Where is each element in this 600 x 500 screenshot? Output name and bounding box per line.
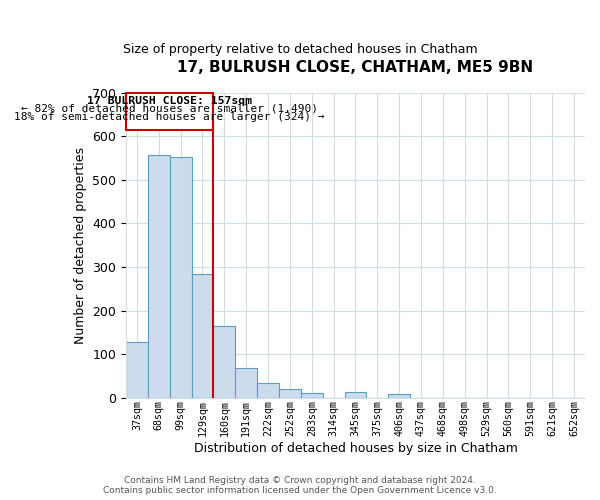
Text: Size of property relative to detached houses in Chatham: Size of property relative to detached ho… [122, 42, 478, 56]
Bar [126, 93, 214, 130]
Bar [126, 342, 148, 398]
X-axis label: Distribution of detached houses by size in Chatham: Distribution of detached houses by size … [194, 442, 517, 455]
Bar [301, 394, 323, 398]
Bar [279, 390, 301, 398]
Title: 17, BULRUSH CLOSE, CHATHAM, ME5 9BN: 17, BULRUSH CLOSE, CHATHAM, ME5 9BN [178, 60, 533, 75]
Bar [388, 394, 410, 398]
Y-axis label: Number of detached properties: Number of detached properties [74, 147, 86, 344]
Text: Contains HM Land Registry data © Crown copyright and database right 2024.
Contai: Contains HM Land Registry data © Crown c… [103, 476, 497, 495]
Text: 18% of semi-detached houses are larger (324) →: 18% of semi-detached houses are larger (… [14, 112, 325, 122]
Bar [214, 326, 235, 398]
Text: 17 BULRUSH CLOSE: 157sqm: 17 BULRUSH CLOSE: 157sqm [87, 96, 252, 106]
Bar [170, 158, 191, 398]
Bar [235, 368, 257, 398]
Bar [191, 274, 214, 398]
Text: ← 82% of detached houses are smaller (1,490): ← 82% of detached houses are smaller (1,… [21, 104, 318, 114]
Bar [148, 155, 170, 398]
Bar [344, 392, 367, 398]
Bar [257, 384, 279, 398]
